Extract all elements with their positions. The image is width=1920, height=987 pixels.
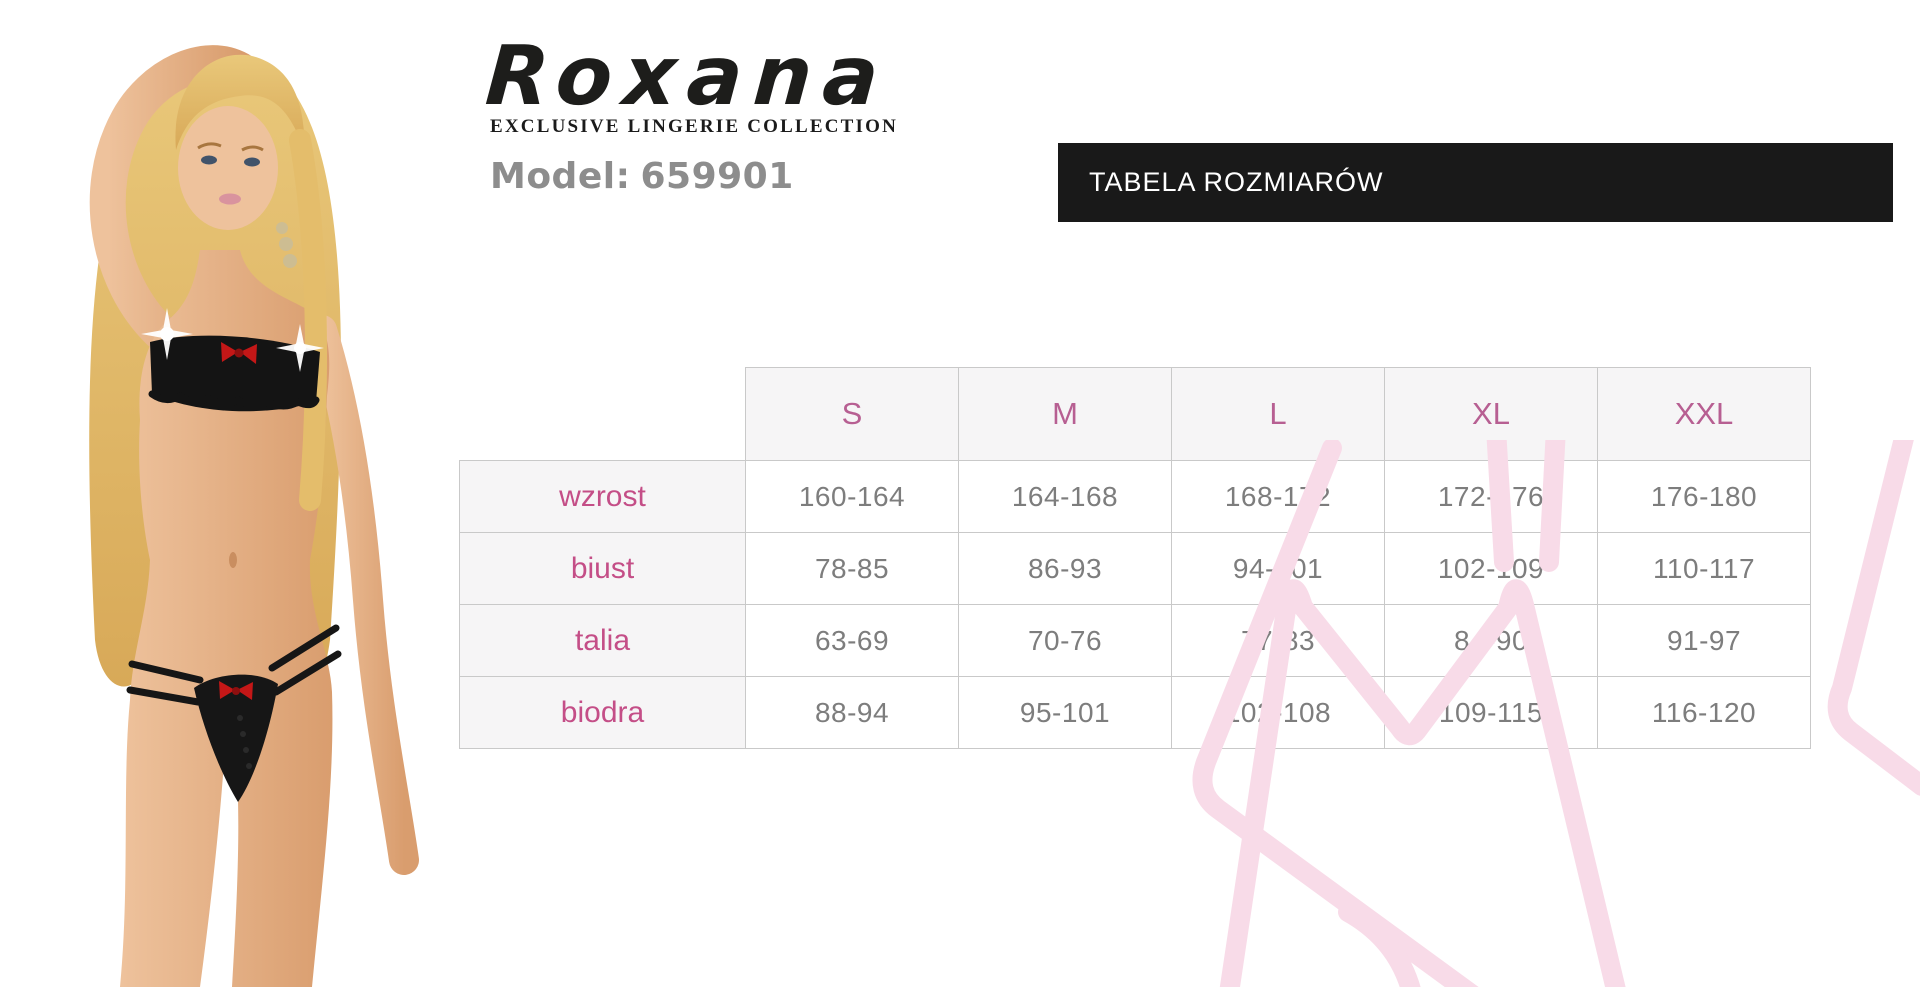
sparkle — [141, 308, 324, 372]
table-row: talia 63-69 70-76 77-83 84-90 91-97 — [459, 604, 1811, 677]
size-value-cell: 164-168 — [958, 460, 1172, 533]
size-chart-title: TABELA ROZMIARÓW — [1089, 167, 1384, 197]
size-col-header: S — [745, 367, 959, 461]
raised-arm — [89, 45, 258, 350]
size-col-header: XL — [1384, 367, 1598, 461]
size-value-cell: 88-94 — [745, 676, 959, 749]
hair-front — [175, 54, 305, 150]
model-number-line: Model: 659901 — [490, 155, 794, 199]
model-number: 659901 — [640, 156, 794, 197]
body — [120, 250, 333, 987]
thong-chain — [237, 715, 252, 769]
hanging-arm — [307, 315, 419, 875]
brand-tagline: EXCLUSIVE LINGERIE COLLECTION — [490, 116, 898, 137]
table-row: biust 78-85 86-93 94-101 102-109 110-117 — [459, 532, 1811, 605]
row-label: wzrost — [459, 460, 746, 533]
size-value-cell: 168-172 — [1171, 460, 1385, 533]
row-label: talia — [459, 604, 746, 677]
size-value-cell: 77-83 — [1171, 604, 1385, 677]
thong-bow — [219, 681, 253, 700]
size-value-cell: 86-93 — [958, 532, 1172, 605]
size-value-cell: 109-115 — [1384, 676, 1598, 749]
brand-logo: Roxana — [482, 29, 893, 124]
row-label: biust — [459, 532, 746, 605]
size-value-cell: 78-85 — [745, 532, 959, 605]
size-value-cell: 91-97 — [1597, 604, 1811, 677]
size-value-cell: 110-117 — [1597, 532, 1811, 605]
eye — [201, 155, 217, 165]
size-value-cell: 102-108 — [1171, 676, 1385, 749]
bra — [148, 335, 320, 412]
size-table: S M L XL XXL wzrost 160-164 164-168 168-… — [459, 367, 1811, 749]
size-value-cell: 63-69 — [745, 604, 959, 677]
hair-strand — [289, 129, 327, 511]
size-value-cell: 116-120 — [1597, 676, 1811, 749]
size-value-cell: 160-164 — [745, 460, 959, 533]
size-header-row: S M L XL XXL — [460, 367, 1811, 461]
size-value-cell: 95-101 — [958, 676, 1172, 749]
size-value-cell: 176-180 — [1597, 460, 1811, 533]
size-col-header: L — [1171, 367, 1385, 461]
bra-bow — [221, 342, 257, 364]
navel — [229, 552, 237, 568]
size-value-cell: 70-76 — [958, 604, 1172, 677]
size-value-cell: 102-109 — [1384, 532, 1598, 605]
table-corner-blank — [460, 368, 746, 461]
model-photo — [89, 45, 419, 987]
size-chart-title-bar: TABELA ROZMIARÓW — [1058, 143, 1893, 222]
lips — [219, 193, 241, 205]
table-row: wzrost 160-164 164-168 168-172 172-176 1… — [459, 460, 1811, 533]
thong — [126, 624, 342, 802]
size-value-cell: 84-90 — [1384, 604, 1598, 677]
face — [178, 106, 278, 230]
row-label: biodra — [459, 676, 746, 749]
size-value-cell: 172-176 — [1384, 460, 1598, 533]
size-value-cell: 94-101 — [1171, 532, 1385, 605]
size-col-header: M — [958, 367, 1172, 461]
size-col-header: XXL — [1597, 367, 1811, 461]
eye — [244, 157, 260, 167]
model-label: Model: — [490, 156, 631, 197]
earring — [276, 222, 297, 268]
table-row: biodra 88-94 95-101 102-108 109-115 116-… — [459, 676, 1811, 749]
